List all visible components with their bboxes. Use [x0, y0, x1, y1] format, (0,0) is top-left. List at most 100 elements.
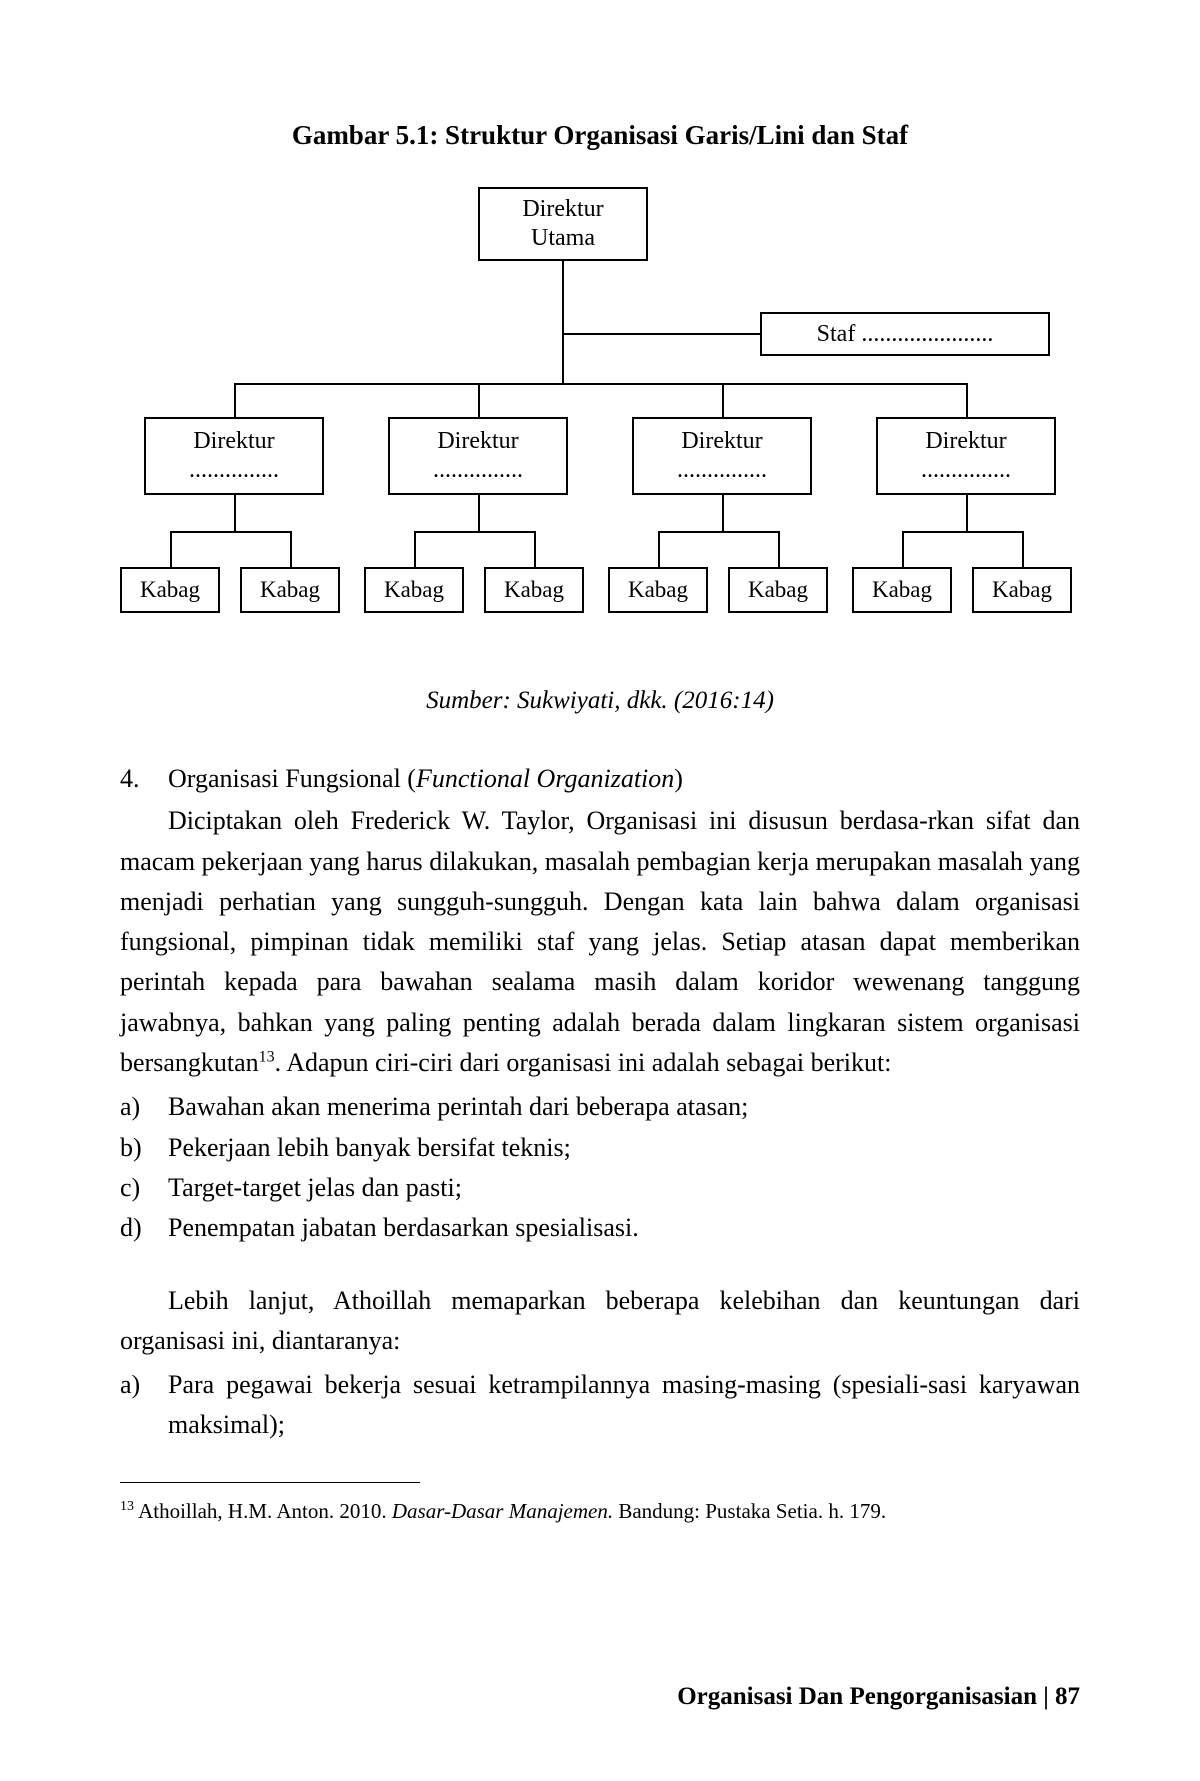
connector — [234, 495, 236, 531]
page: Gambar 5.1: Struktur Organisasi Garis/Li… — [0, 0, 1200, 1781]
footer-chapter: Organisasi Dan Pengorganisasian — [677, 1683, 1037, 1710]
footer-page-number: 87 — [1055, 1683, 1080, 1710]
section-title: Organisasi Fungsional (Functional Organi… — [168, 759, 683, 799]
node-direktur-1: Direktur ............... — [144, 417, 324, 495]
list-marker: c) — [120, 1168, 168, 1208]
list-item: a) Para pegawai bekerja sesuai ketrampil… — [120, 1365, 1080, 1446]
connector — [658, 531, 780, 533]
list-text: Pekerjaan lebih banyak bersifat teknis; — [168, 1128, 1080, 1168]
connector — [902, 531, 1024, 533]
connector — [290, 531, 292, 567]
list-marker: d) — [120, 1208, 168, 1248]
connector — [170, 531, 172, 567]
node-label: Kabag — [992, 576, 1052, 604]
section-title-close: ) — [674, 764, 683, 793]
section-heading: 4. Organisasi Fungsional (Functional Org… — [120, 759, 1080, 799]
list-2: a) Para pegawai bekerja sesuai ketrampil… — [120, 1365, 1080, 1446]
section-number: 4. — [120, 759, 168, 799]
list-text: Para pegawai bekerja sesuai ketrampilann… — [168, 1365, 1080, 1446]
page-footer: Organisasi Dan Pengorganisasian | 87 — [677, 1683, 1080, 1711]
footnote-number: 13 — [120, 1499, 134, 1514]
connector — [902, 531, 904, 567]
list-marker: b) — [120, 1128, 168, 1168]
footnote-rule — [120, 1482, 420, 1483]
connector — [966, 383, 968, 417]
footer-sep: | — [1037, 1683, 1055, 1710]
list-item: d) Penempatan jabatan berdasarkan spesia… — [120, 1208, 1080, 1248]
node-label: Direktur — [681, 427, 762, 456]
connector — [778, 531, 780, 567]
node-label: ............... — [433, 456, 523, 485]
node-kabag-8: Kabag — [972, 567, 1072, 613]
figure-source: Sumber: Sukwiyati, dkk. (2016:14) — [120, 687, 1080, 715]
paragraph-2: Lebih lanjut, Athoillah memaparkan beber… — [120, 1281, 1080, 1362]
footnote-text: Athoillah, H.M. Anton. 2010. — [134, 1499, 392, 1523]
footnote-text: Bandung: Pustaka Setia. h. 179. — [613, 1499, 886, 1523]
connector — [170, 531, 292, 533]
node-direktur-3: Direktur ............... — [632, 417, 812, 495]
connector — [414, 531, 536, 533]
footnote-ref: 13 — [259, 1048, 275, 1065]
node-label: Kabag — [748, 576, 808, 604]
node-root: Direktur Utama — [478, 187, 648, 261]
footnote: 13 Athoillah, H.M. Anton. 2010. Dasar-Da… — [120, 1497, 1080, 1526]
node-kabag-3: Kabag — [364, 567, 464, 613]
node-label: Direktur — [522, 195, 603, 224]
connector — [414, 531, 416, 567]
connector — [722, 383, 724, 417]
node-label: ............... — [189, 456, 279, 485]
node-kabag-1: Kabag — [120, 567, 220, 613]
list-1: a) Bawahan akan menerima perintah dari b… — [120, 1087, 1080, 1248]
figure-title: Gambar 5.1: Struktur Organisasi Garis/Li… — [120, 120, 1080, 151]
list-marker: a) — [120, 1087, 168, 1127]
node-kabag-5: Kabag — [608, 567, 708, 613]
node-label: Staf ...................... — [817, 320, 994, 349]
node-label: ............... — [677, 456, 767, 485]
paragraph-text: . Adapun ciri-ciri dari organisasi ini a… — [275, 1048, 892, 1077]
node-label: Direktur — [437, 427, 518, 456]
footnote-text-italic: Dasar-Dasar Manajemen. — [392, 1499, 613, 1523]
node-label: Kabag — [628, 576, 688, 604]
node-label: Kabag — [504, 576, 564, 604]
paragraph-1: Diciptakan oleh Frederick W. Taylor, Org… — [120, 801, 1080, 1083]
node-kabag-4: Kabag — [484, 567, 584, 613]
connector — [562, 261, 564, 333]
connector — [1022, 531, 1024, 567]
list-text: Bawahan akan menerima perintah dari bebe… — [168, 1087, 1080, 1127]
connector — [562, 333, 760, 335]
list-item: b) Pekerjaan lebih banyak bersifat tekni… — [120, 1128, 1080, 1168]
body-text: 4. Organisasi Fungsional (Functional Org… — [120, 759, 1080, 1526]
paragraph-text: Diciptakan oleh Frederick W. Taylor, Org… — [120, 806, 1080, 1077]
connector — [234, 383, 236, 417]
section-title-plain: Organisasi Fungsional ( — [168, 764, 416, 793]
list-text: Penempatan jabatan berdasarkan spesialis… — [168, 1208, 1080, 1248]
list-text: Target-target jelas dan pasti; — [168, 1168, 1080, 1208]
node-label: Kabag — [872, 576, 932, 604]
node-label: Direktur — [193, 427, 274, 456]
connector — [478, 495, 480, 531]
connector — [722, 495, 724, 531]
connector — [966, 495, 968, 531]
node-label: Kabag — [140, 576, 200, 604]
node-label: Utama — [531, 224, 595, 253]
connector — [478, 383, 480, 417]
node-kabag-6: Kabag — [728, 567, 828, 613]
org-chart: Direktur Utama Staf ....................… — [120, 187, 1080, 657]
connector — [234, 383, 968, 385]
connector — [562, 333, 564, 383]
connector — [658, 531, 660, 567]
list-marker: a) — [120, 1365, 168, 1446]
connector — [534, 531, 536, 567]
node-kabag-2: Kabag — [240, 567, 340, 613]
node-staf: Staf ...................... — [760, 312, 1050, 356]
node-kabag-7: Kabag — [852, 567, 952, 613]
node-label: Kabag — [260, 576, 320, 604]
list-item: a) Bawahan akan menerima perintah dari b… — [120, 1087, 1080, 1127]
list-item: c) Target-target jelas dan pasti; — [120, 1168, 1080, 1208]
node-label: Kabag — [384, 576, 444, 604]
section-title-italic: Functional Organization — [416, 764, 674, 793]
node-direktur-4: Direktur ............... — [876, 417, 1056, 495]
node-label: ............... — [921, 456, 1011, 485]
node-direktur-2: Direktur ............... — [388, 417, 568, 495]
node-label: Direktur — [925, 427, 1006, 456]
